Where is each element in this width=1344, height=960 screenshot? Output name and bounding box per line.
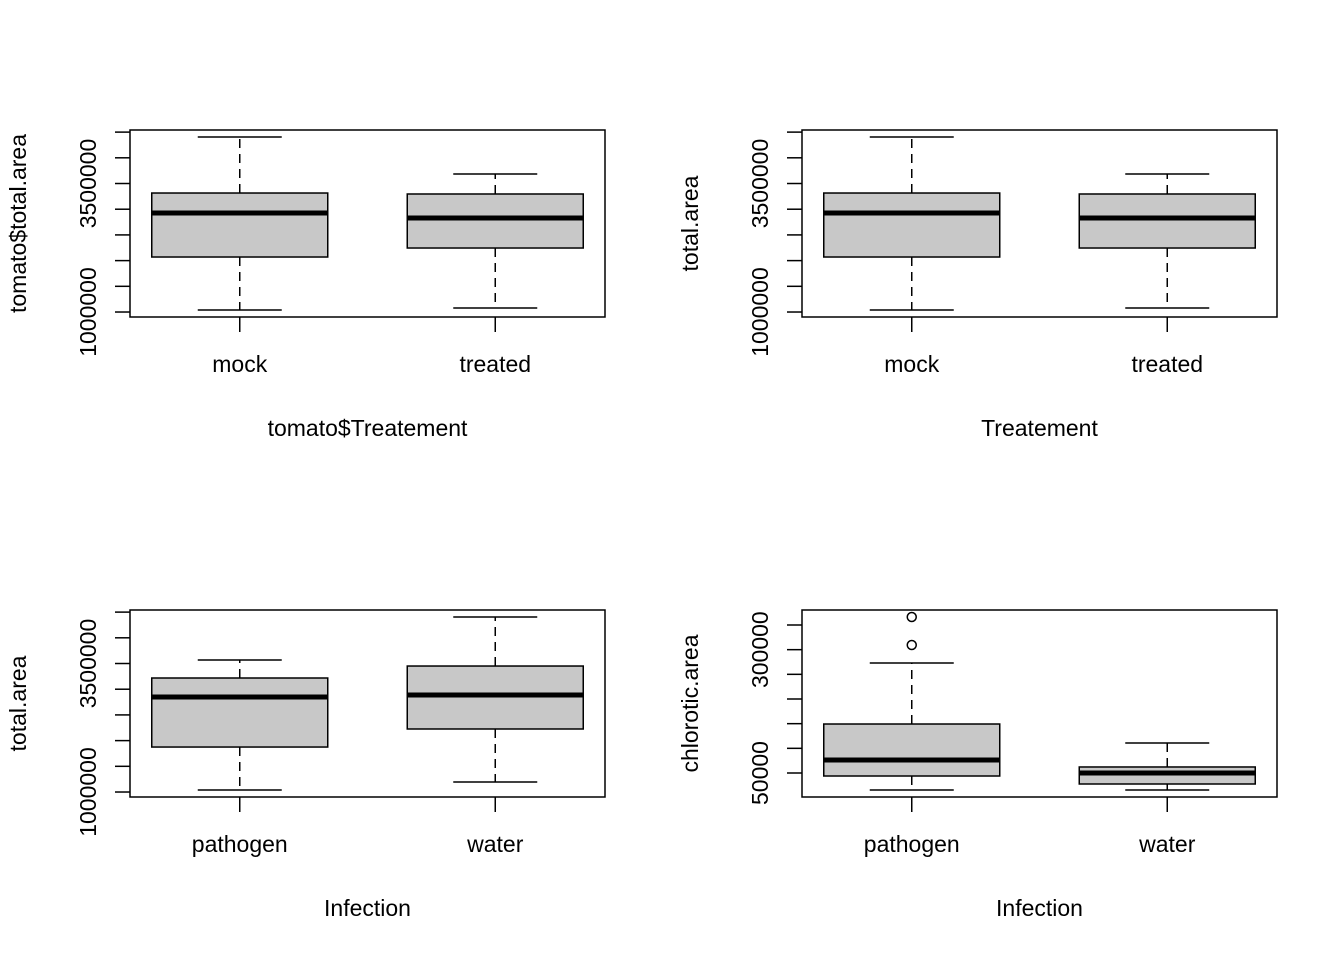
x-tick-label: mock [884, 351, 939, 377]
panel: 1000000 3500000 mock treated tomato$Treateme… [5, 129, 606, 441]
plot-frame [801, 609, 1278, 798]
box [1078, 193, 1256, 249]
y-tick-label: 3500000 [75, 619, 101, 709]
y-tick-label: 50000 [747, 741, 773, 805]
y-axis-label: total.area [677, 175, 703, 271]
panel: 50000 300000 pathogen water Infection chlorot… [677, 609, 1278, 921]
x-tick-label: pathogen [864, 831, 960, 857]
x-axis-label: Infection [996, 895, 1083, 921]
y-tick-label: 1000000 [75, 747, 101, 837]
plot-frame [129, 129, 606, 318]
outlier [906, 611, 917, 623]
y-tick-label: 3500000 [747, 139, 773, 229]
panel: 1000000 3500000 pathogen water Infection tota… [5, 609, 606, 921]
y-axis-label: tomato$total.area [5, 134, 31, 313]
plot-frame [801, 129, 1278, 318]
y-tick-label: 300000 [747, 611, 773, 688]
y-axis-label: chlorotic.area [677, 634, 703, 772]
y-tick-label: 1000000 [747, 267, 773, 357]
x-tick-label: treated [459, 351, 531, 377]
y-axis-label: total.area [5, 655, 31, 751]
plot-frame [129, 609, 606, 798]
box [406, 193, 584, 249]
panel: 1000000 3500000 mock treated Treatement total… [677, 129, 1278, 441]
box [151, 677, 329, 748]
box [823, 723, 1001, 777]
y-tick-label: 1000000 [75, 267, 101, 357]
x-tick-label: water [1138, 831, 1196, 857]
outlier [906, 639, 917, 651]
box [823, 192, 1001, 258]
y-tick-label: 3500000 [75, 139, 101, 229]
x-axis-label: tomato$Treatement [268, 415, 468, 441]
x-tick-label: mock [212, 351, 267, 377]
x-tick-label: water [466, 831, 524, 857]
x-axis-label: Infection [324, 895, 411, 921]
x-axis-label: Treatement [981, 415, 1098, 441]
x-tick-label: pathogen [192, 831, 288, 857]
x-tick-label: treated [1131, 351, 1203, 377]
box [151, 192, 329, 258]
